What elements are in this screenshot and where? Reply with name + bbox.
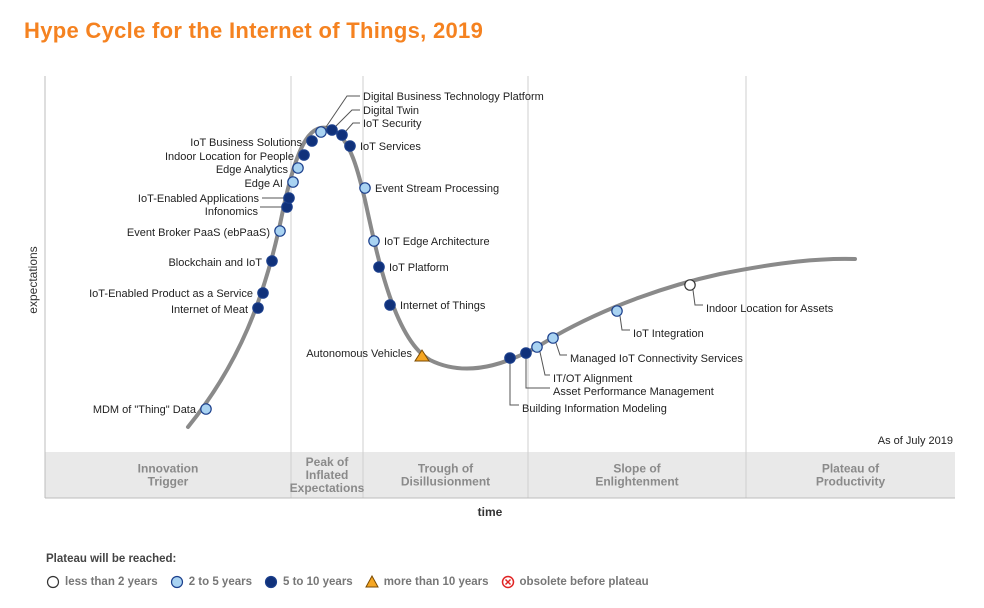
marker-building-information-modeling — [504, 352, 516, 364]
marker-mdm-of-thing-data — [200, 403, 212, 415]
marker-internet-of-meat — [252, 302, 264, 314]
point-label-managed-iot-connectivity-services: Managed IoT Connectivity Services — [570, 353, 743, 365]
legend-label: less than 2 years — [65, 576, 158, 588]
marker-digital-twin — [326, 124, 338, 136]
point-label-event-broker-paas-ebpaas: Event Broker PaaS (ebPaaS) — [127, 227, 270, 239]
point-label-infonomics: Infonomics — [205, 206, 259, 218]
legend-item-5-to-10-years: 5 to 10 years — [264, 575, 353, 589]
marker-iot-platform — [373, 261, 385, 273]
point-label-event-stream-processing: Event Stream Processing — [375, 183, 499, 195]
phase-label-trough-of-disillusionment: Trough of DisillusionmentTrough of Disill… — [401, 462, 490, 489]
point-label-iot-edge-architecture: IoT Edge Architecture — [384, 236, 490, 248]
x-axis-label: time — [478, 505, 503, 519]
legend-label: 5 to 10 years — [283, 576, 353, 588]
leader-line-digital-twin — [335, 109, 360, 127]
legend-items: less than 2 years 2 to 5 years 5 to 10 yea… — [46, 575, 655, 589]
point-label-iot-business-solutions: IoT Business Solutions — [190, 137, 302, 149]
point-label-mdm-of-thing-data: MDM of "Thing" Data — [93, 404, 197, 416]
marker-it-ot-alignment — [531, 341, 543, 353]
point-label-indoor-location-for-assets: Indoor Location for Assets — [706, 303, 834, 315]
marker-internet-of-things — [384, 299, 396, 311]
point-label-iot-security: IoT Security — [363, 118, 422, 130]
point-label-autonomous-vehicles: Autonomous Vehicles — [306, 348, 412, 360]
legend-title: Plateau will be reached: — [46, 553, 177, 565]
leader-line-asset-performance-management — [525, 358, 550, 389]
marker-iot-services — [344, 140, 356, 152]
leader-line-digital-business-technology-platform — [325, 95, 360, 128]
legend-item-less-than-2-years: less than 2 years — [46, 575, 158, 589]
marker-autonomous-vehicles — [414, 349, 430, 362]
phase-label-slope-of-enlightenment: Slope of EnlightenmentSlope of Enlightenm… — [595, 462, 678, 489]
legend-item-more-than-10-years: more than 10 years — [364, 575, 489, 589]
point-label-iot-services: IoT Services — [360, 141, 421, 153]
legend-marker-more-than-10-years — [364, 575, 379, 588]
legend-label: obsolete before plateau — [519, 576, 649, 588]
legend-marker-5-to-10-years — [264, 575, 278, 589]
marker-digital-business-technology-platform — [315, 126, 327, 138]
marker-event-stream-processing — [359, 182, 371, 194]
point-label-edge-analytics: Edge Analytics — [216, 164, 289, 176]
marker-edge-analytics — [292, 162, 304, 174]
marker-iot-security — [336, 129, 348, 141]
legend-marker-less-than-2-years — [46, 575, 60, 589]
marker-edge-ai — [287, 176, 299, 188]
as-of-label: As of July 2019 — [878, 435, 953, 447]
legend-marker-2-to-5-years — [170, 575, 183, 589]
point-label-iot-integration: IoT Integration — [633, 328, 704, 340]
point-label-asset-performance-management: Asset Performance Management — [553, 386, 714, 398]
marker-managed-iot-connectivity-services — [547, 332, 559, 344]
y-axis-label: expectations — [26, 246, 40, 313]
marker-iot-edge-architecture — [368, 235, 380, 247]
legend-label: more than 10 years — [383, 576, 489, 588]
phase-label-plateau-of-productivity: Plateau of ProductivityPlateau of Product… — [816, 462, 886, 489]
point-label-digital-twin: Digital Twin — [363, 105, 419, 117]
point-label-it-ot-alignment: IT/OT Alignment — [553, 373, 632, 385]
marker-indoor-location-for-assets — [684, 279, 696, 291]
marker-iot-enabled-applications — [283, 192, 295, 204]
point-label-indoor-location-for-people: Indoor Location for People — [165, 151, 294, 163]
point-label-digital-business-technology-platform: Digital Business Technology Platform — [363, 91, 544, 103]
legend-item-obsolete-before-plateau: obsolete before plateau — [501, 575, 649, 589]
leader-line-iot-integration — [619, 315, 630, 331]
leader-line-building-information-modeling — [509, 363, 519, 406]
point-label-blockchain-and-iot: Blockchain and IoT — [168, 257, 262, 269]
marker-indoor-location-for-people — [298, 149, 310, 161]
hype-curve — [186, 125, 857, 429]
leader-line-indoor-location-for-assets — [692, 289, 703, 306]
point-label-edge-ai: Edge AI — [244, 178, 283, 190]
hype-cycle-chart: Innovation TriggerInnovation Trigger Peak … — [26, 76, 955, 519]
point-label-internet-of-things: Internet of Things — [400, 300, 486, 312]
marker-iot-business-solutions — [306, 135, 318, 147]
leader-line-managed-iot-connectivity-services — [555, 342, 567, 356]
legend-marker-obsolete-before-plateau — [501, 575, 514, 589]
point-label-iot-enabled-applications: IoT-Enabled Applications — [138, 193, 260, 205]
marker-iot-integration — [611, 305, 623, 317]
legend: Plateau will be reached: less than 2 yea… — [46, 553, 655, 589]
page-title: Hype Cycle for the Internet of Things, 2… — [24, 18, 484, 43]
leader-line-iot-security — [345, 122, 360, 132]
point-label-iot-platform: IoT Platform — [389, 262, 449, 274]
legend-item-2-to-5-years: 2 to 5 years — [170, 575, 252, 589]
leader-line-it-ot-alignment — [539, 351, 550, 376]
point-label-building-information-modeling: Building Information Modeling — [522, 403, 667, 415]
point-label-internet-of-meat: Internet of Meat — [171, 304, 248, 316]
marker-event-broker-paas-ebpaas — [274, 225, 286, 237]
phase-label-peak-of-inflated-expectations: Peak of Inflated ExpectationsPeak of Infla… — [290, 455, 365, 495]
legend-label: 2 to 5 years — [188, 576, 252, 588]
phase-label-innovation-trigger: Innovation TriggerInnovation Trigger — [138, 462, 199, 489]
marker-blockchain-and-iot — [266, 255, 278, 267]
marker-iot-enabled-product-as-a-service — [257, 287, 269, 299]
marker-asset-performance-management — [520, 347, 532, 359]
point-label-iot-enabled-product-as-a-service: IoT-Enabled Product as a Service — [89, 288, 253, 300]
phase-band — [45, 452, 955, 498]
